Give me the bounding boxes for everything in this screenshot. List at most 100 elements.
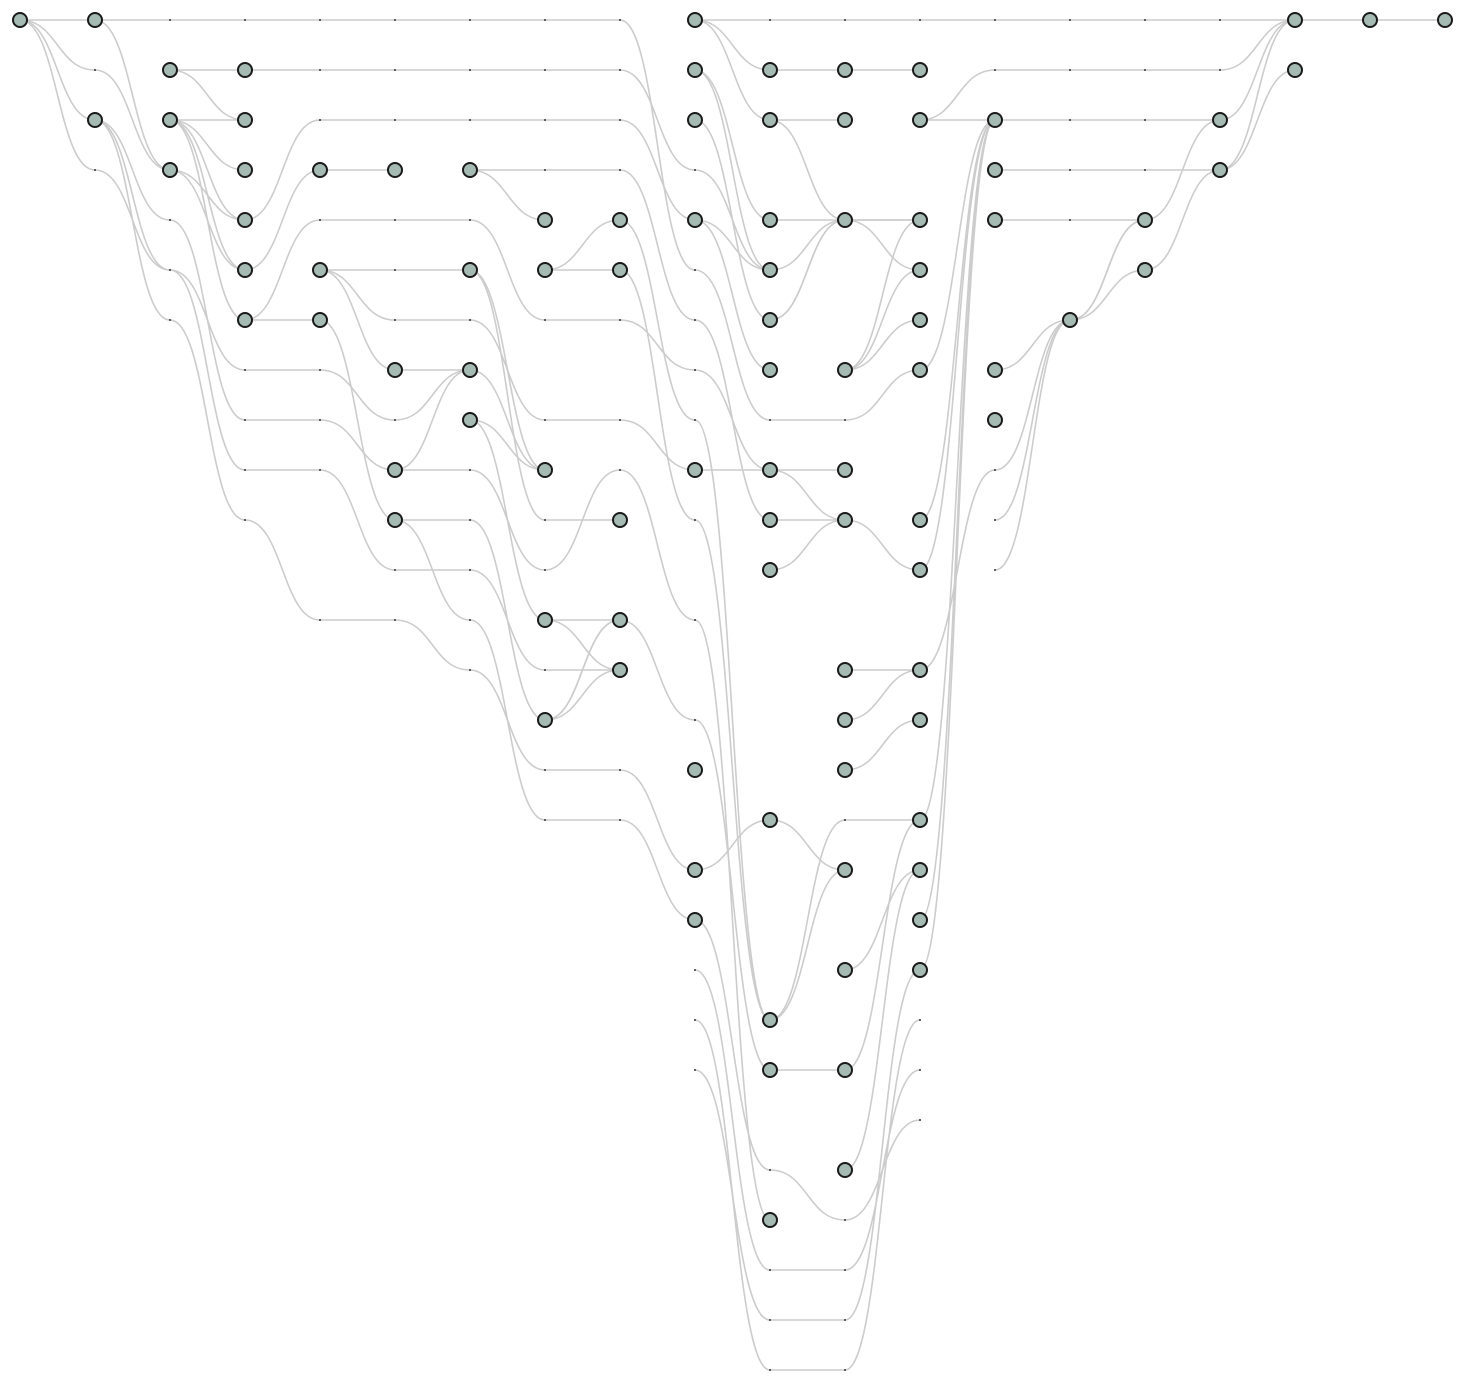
waypoint: [469, 69, 471, 71]
edge: [844, 219, 921, 271]
waypoint: [544, 419, 546, 421]
waypoint: [694, 1069, 696, 1071]
node: [837, 862, 853, 878]
waypoint: [844, 1319, 846, 1321]
node: [837, 662, 853, 678]
waypoint: [244, 419, 246, 421]
node: [612, 662, 628, 678]
node: [1212, 112, 1228, 128]
waypoint: [319, 19, 321, 21]
edge: [844, 719, 921, 771]
node: [537, 212, 553, 228]
edge: [769, 519, 846, 571]
edge: [169, 119, 246, 221]
node: [462, 262, 478, 278]
waypoint: [769, 1369, 771, 1371]
node: [237, 212, 253, 228]
edge: [169, 119, 246, 171]
waypoint: [394, 19, 396, 21]
waypoint: [994, 469, 996, 471]
node: [912, 212, 928, 228]
node: [762, 362, 778, 378]
edge: [469, 269, 546, 471]
edge: [694, 19, 920, 71]
node: [1437, 12, 1453, 28]
waypoint: [694, 269, 696, 271]
node: [237, 162, 253, 178]
waypoint: [319, 469, 321, 471]
edge: [994, 219, 1146, 371]
node: [912, 62, 928, 78]
node: [762, 262, 778, 278]
waypoint: [769, 1319, 771, 1321]
node: [837, 62, 853, 78]
node: [237, 262, 253, 278]
waypoint: [919, 1019, 921, 1021]
edge: [1219, 19, 1296, 171]
node: [237, 112, 253, 128]
node: [687, 762, 703, 778]
node: [912, 112, 928, 128]
edge: [544, 619, 621, 721]
edge: [19, 19, 246, 271]
waypoint: [1069, 69, 1071, 71]
edge: [244, 219, 771, 471]
waypoint: [619, 69, 621, 71]
waypoint: [544, 19, 546, 21]
edge: [769, 219, 920, 321]
edge: [769, 219, 846, 271]
node: [987, 112, 1003, 128]
node: [987, 362, 1003, 378]
node: [762, 112, 778, 128]
node: [837, 512, 853, 528]
waypoint: [1069, 219, 1071, 221]
node: [162, 62, 178, 78]
waypoint: [544, 69, 546, 71]
edge: [94, 119, 396, 471]
waypoint: [619, 319, 621, 321]
edge: [394, 369, 471, 471]
waypoint: [94, 69, 96, 71]
node: [987, 212, 1003, 228]
node: [537, 462, 553, 478]
node: [537, 712, 553, 728]
node: [912, 562, 928, 578]
waypoint: [394, 119, 396, 121]
node: [912, 512, 928, 528]
edge: [769, 869, 846, 1021]
edge: [20, 19, 921, 421]
waypoint: [844, 19, 846, 21]
node: [762, 212, 778, 228]
node: [87, 12, 103, 28]
waypoint: [244, 369, 246, 371]
node: [912, 862, 928, 878]
waypoint: [169, 219, 171, 221]
waypoint: [469, 669, 471, 671]
waypoint: [544, 519, 546, 521]
waypoint: [1069, 169, 1071, 171]
node: [12, 12, 28, 28]
node: [687, 462, 703, 478]
waypoint: [694, 519, 696, 521]
node: [762, 812, 778, 828]
node: [912, 812, 928, 828]
waypoint: [244, 519, 246, 521]
waypoint: [694, 719, 696, 721]
waypoint: [919, 1119, 921, 1121]
node: [687, 62, 703, 78]
waypoint: [919, 19, 921, 21]
node: [762, 462, 778, 478]
edges: [19, 19, 1445, 1371]
node: [162, 112, 178, 128]
edge: [769, 119, 846, 221]
edge: [694, 919, 921, 1221]
node: [687, 862, 703, 878]
edge: [169, 119, 246, 321]
node: [612, 612, 628, 628]
waypoint: [694, 619, 696, 621]
node: [612, 512, 628, 528]
waypoint: [319, 619, 321, 621]
node: [462, 412, 478, 428]
edge: [919, 119, 996, 821]
